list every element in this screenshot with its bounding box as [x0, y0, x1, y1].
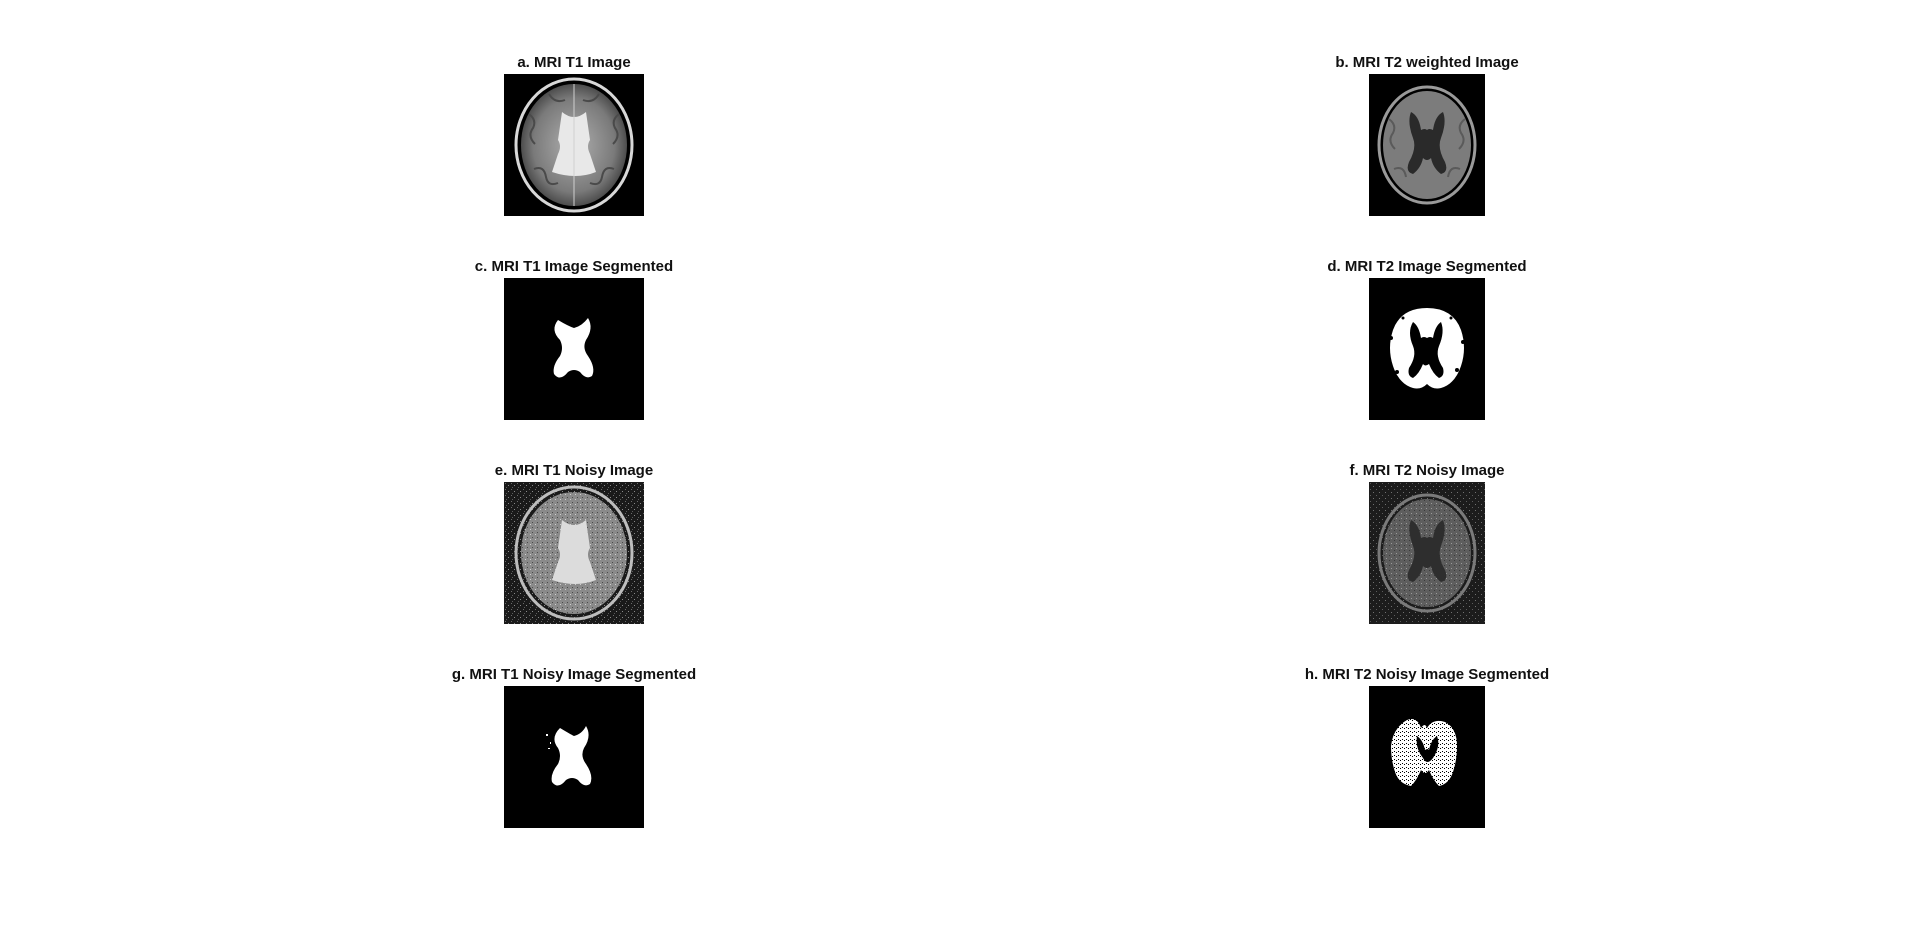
mri-t1-noisy-segmented-image — [504, 686, 644, 828]
panel-title: c. MRI T1 Image Segmented — [474, 258, 674, 275]
mri-t2-image — [1369, 74, 1485, 216]
panel-e: e. MRI T1 Noisy Image — [424, 462, 724, 624]
mri-t1-noisy-image — [504, 482, 644, 624]
panel-title: e. MRI T1 Noisy Image — [494, 462, 654, 479]
panel-h: h. MRI T2 Noisy Image Segmented — [1277, 666, 1577, 828]
panel-title: h. MRI T2 Noisy Image Segmented — [1304, 666, 1550, 683]
panel-title: f. MRI T2 Noisy Image — [1349, 462, 1505, 479]
mri-t2-segmented-image — [1369, 278, 1485, 420]
panel-c: c. MRI T1 Image Segmented — [424, 258, 724, 420]
panel-f: f. MRI T2 Noisy Image — [1277, 462, 1577, 624]
panel-title: d. MRI T2 Image Segmented — [1327, 258, 1527, 275]
panel-g: g. MRI T1 Noisy Image Segmented — [424, 666, 724, 828]
mri-t2-noisy-segmented-image — [1369, 686, 1485, 828]
mri-t2-noisy-image — [1369, 482, 1485, 624]
panel-b: b. MRI T2 weighted Image — [1327, 54, 1527, 216]
mri-t1-segmented-image — [504, 278, 644, 420]
mri-t1-image — [504, 74, 644, 216]
panel-title: g. MRI T1 Noisy Image Segmented — [451, 666, 697, 683]
panel-title: a. MRI T1 Image — [517, 54, 631, 71]
panel-a: a. MRI T1 Image — [474, 54, 674, 216]
panel-title: b. MRI T2 weighted Image — [1335, 54, 1519, 71]
panel-d: d. MRI T2 Image Segmented — [1277, 258, 1577, 420]
